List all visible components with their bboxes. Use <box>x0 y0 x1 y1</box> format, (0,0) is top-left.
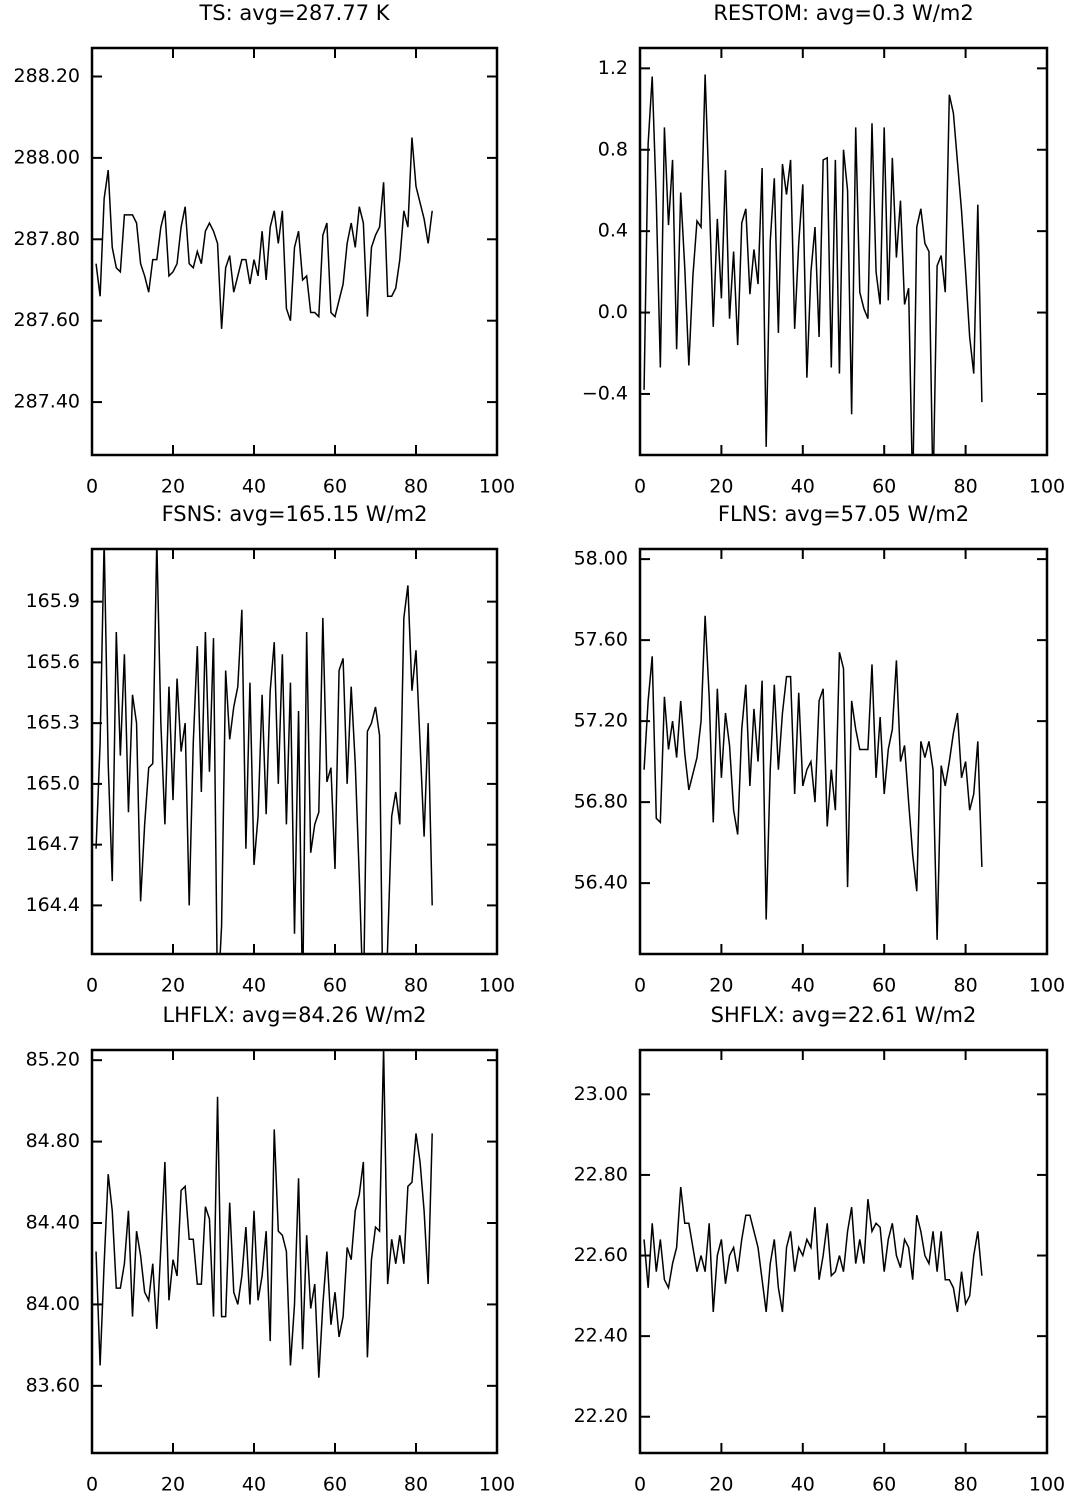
y-tick-label: 58.00 <box>574 548 628 570</box>
y-tick-label: 165.6 <box>26 651 80 673</box>
plot-frame <box>638 547 1049 956</box>
x-tick-label: 60 <box>323 1474 347 1495</box>
chart-title: TS: avg=287.77 K <box>198 1 390 25</box>
y-tick-label: 165.9 <box>26 590 80 612</box>
data-line <box>95 137 433 329</box>
data-line <box>643 615 983 940</box>
data-line <box>95 549 433 954</box>
x-tick-label: 40 <box>791 476 815 498</box>
x-tick-label: 20 <box>709 975 733 997</box>
panel: RESTOM: avg=0.3 W/m2 0 20 40 60 80 100 −0.4 0.0 0… <box>582 1 1065 498</box>
y-tick-label: 22.20 <box>574 1405 628 1427</box>
plot-frame <box>90 46 499 457</box>
x-tick-label: 100 <box>1029 975 1065 997</box>
y-tick-label: 84.00 <box>26 1293 80 1315</box>
y-tick-label: 288.00 <box>14 146 80 168</box>
data-line <box>95 1050 433 1378</box>
x-tick-label: 80 <box>404 1474 428 1495</box>
x-tick-label: 80 <box>404 476 428 498</box>
y-tick-label: 56.80 <box>574 791 628 813</box>
x-tick-label: 40 <box>242 975 266 997</box>
x-tick-label: 60 <box>323 975 347 997</box>
y-tick-label: −0.4 <box>582 382 628 404</box>
x-tick-label: 0 <box>634 476 646 498</box>
y-tick-label: 1.2 <box>598 57 628 79</box>
y-tick-label: 84.40 <box>26 1212 80 1234</box>
panel: TS: avg=287.77 K 0 20 40 60 80 100 287.40 287.60… <box>14 1 516 498</box>
y-tick-label: 23.00 <box>574 1083 628 1105</box>
y-tick-label: 165.0 <box>26 772 80 794</box>
y-tick-label: 164.7 <box>26 833 80 855</box>
plot-frame <box>638 1048 1049 1455</box>
y-tick-label: 85.20 <box>26 1049 80 1071</box>
panel: SHFLX: avg=22.61 W/m2 0 20 40 60 80 100 22.20 22… <box>574 1003 1065 1496</box>
x-tick-label: 100 <box>1029 476 1065 498</box>
chart-title: FLNS: avg=57.05 W/m2 <box>718 502 969 526</box>
x-tick-label: 0 <box>86 975 98 997</box>
y-tick-label: 164.4 <box>26 894 80 916</box>
x-tick-label: 40 <box>242 1474 266 1495</box>
panel: LHFLX: avg=84.26 W/m2 0 20 40 60 80 100 83.60 84… <box>26 1003 516 1496</box>
x-tick-label: 0 <box>86 1474 98 1495</box>
plot-frame <box>90 547 499 956</box>
x-tick-label: 100 <box>479 476 515 498</box>
y-tick-label: 288.20 <box>14 65 80 87</box>
x-tick-label: 100 <box>479 1474 515 1495</box>
chart-title: RESTOM: avg=0.3 W/m2 <box>713 1 973 25</box>
x-tick-label: 40 <box>791 1474 815 1495</box>
chart-title: FSNS: avg=165.15 W/m2 <box>162 502 428 526</box>
chart-title: SHFLX: avg=22.61 W/m2 <box>711 1003 977 1027</box>
x-tick-label: 100 <box>479 975 515 997</box>
y-tick-label: 57.60 <box>574 629 628 651</box>
y-tick-label: 22.60 <box>574 1244 628 1266</box>
plot-frame <box>638 46 1049 457</box>
x-tick-label: 80 <box>954 476 978 498</box>
x-tick-label: 60 <box>323 476 347 498</box>
chart-title: LHFLX: avg=84.26 W/m2 <box>162 1003 426 1027</box>
x-tick-label: 80 <box>954 975 978 997</box>
panel: FLNS: avg=57.05 W/m2 0 20 40 60 80 100 56.40 56.… <box>574 502 1065 997</box>
x-tick-label: 60 <box>872 476 896 498</box>
data-line <box>643 1186 983 1313</box>
y-tick-label: 22.80 <box>574 1163 628 1185</box>
x-tick-label: 40 <box>791 975 815 997</box>
x-tick-label: 80 <box>404 975 428 997</box>
y-tick-label: 287.80 <box>14 228 80 250</box>
x-tick-label: 20 <box>161 975 185 997</box>
y-tick-label: 165.3 <box>26 712 80 734</box>
y-tick-label: 0.4 <box>598 220 628 242</box>
x-tick-label: 60 <box>872 1474 896 1495</box>
y-tick-label: 84.80 <box>26 1130 80 1152</box>
y-tick-label: 0.0 <box>598 301 628 323</box>
data-line <box>643 74 983 455</box>
x-tick-label: 60 <box>872 975 896 997</box>
y-tick-label: 287.60 <box>14 309 80 331</box>
y-tick-label: 0.8 <box>598 138 628 160</box>
x-tick-label: 20 <box>709 476 733 498</box>
y-tick-label: 56.40 <box>574 872 628 894</box>
y-tick-label: 22.40 <box>574 1325 628 1347</box>
x-tick-label: 80 <box>954 1474 978 1495</box>
x-tick-label: 40 <box>242 476 266 498</box>
x-tick-label: 0 <box>86 476 98 498</box>
x-tick-label: 100 <box>1029 1474 1065 1495</box>
panel: FSNS: avg=165.15 W/m2 0 20 40 60 80 100 164.4 16… <box>26 502 516 997</box>
x-tick-label: 0 <box>634 975 646 997</box>
y-tick-label: 287.40 <box>14 391 80 413</box>
x-tick-label: 20 <box>161 476 185 498</box>
y-tick-label: 57.20 <box>574 710 628 732</box>
y-tick-label: 83.60 <box>26 1374 80 1396</box>
x-tick-label: 20 <box>161 1474 185 1495</box>
plot-frame <box>90 1048 499 1455</box>
x-tick-label: 0 <box>634 1474 646 1495</box>
x-tick-label: 20 <box>709 1474 733 1495</box>
